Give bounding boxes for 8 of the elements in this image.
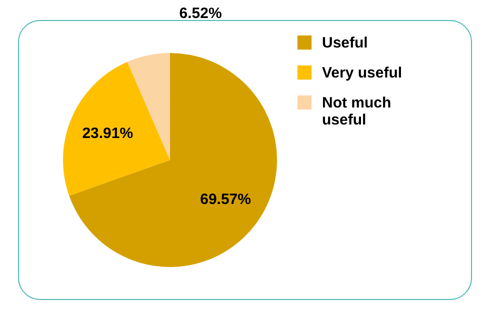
legend-label: Useful [322, 34, 368, 52]
legend-label: Very useful [322, 64, 402, 82]
data-label: 69.57% [200, 191, 251, 208]
data-label: 6.52% [179, 5, 222, 22]
pie-slice [63, 62, 170, 196]
legend-label: Not much useful [322, 94, 392, 128]
data-label: 23.91% [82, 124, 134, 142]
pie-slice [69, 53, 277, 267]
